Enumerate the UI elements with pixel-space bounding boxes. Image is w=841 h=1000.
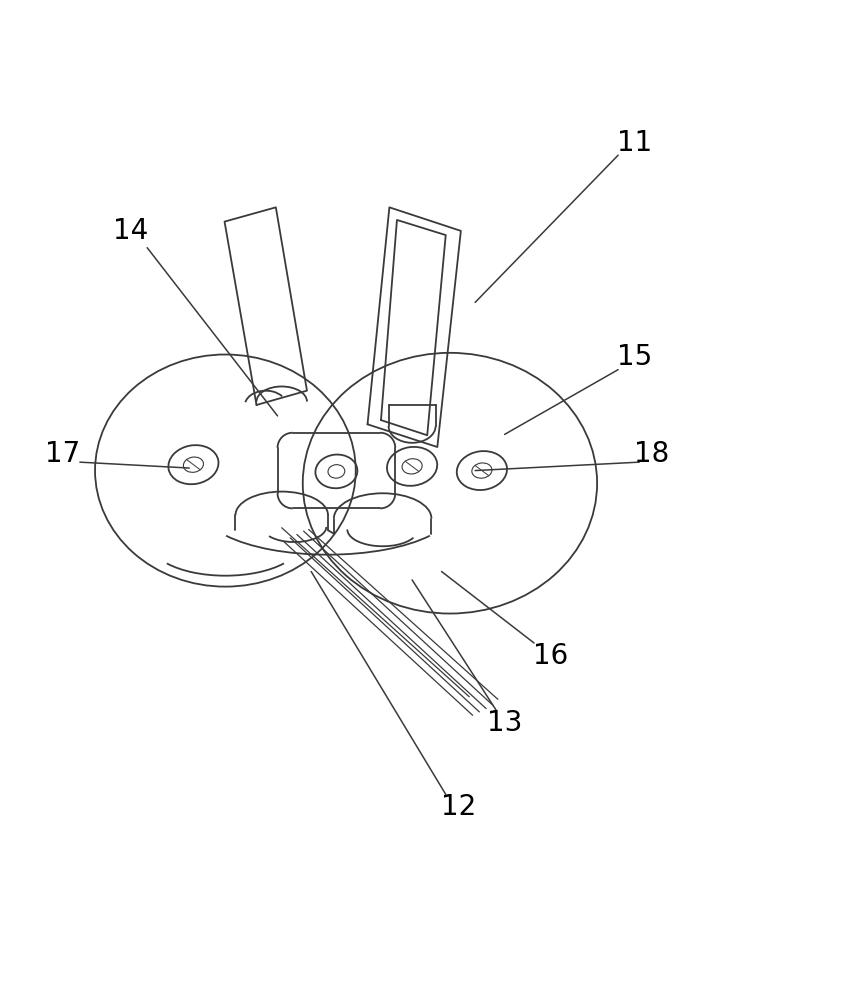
Text: 18: 18 <box>634 440 669 468</box>
Text: 15: 15 <box>617 343 653 371</box>
Text: 11: 11 <box>617 129 653 157</box>
Text: 13: 13 <box>487 709 522 737</box>
Text: 17: 17 <box>45 440 81 468</box>
Text: 12: 12 <box>441 793 476 821</box>
Text: 14: 14 <box>113 217 148 245</box>
Text: 16: 16 <box>533 642 569 670</box>
